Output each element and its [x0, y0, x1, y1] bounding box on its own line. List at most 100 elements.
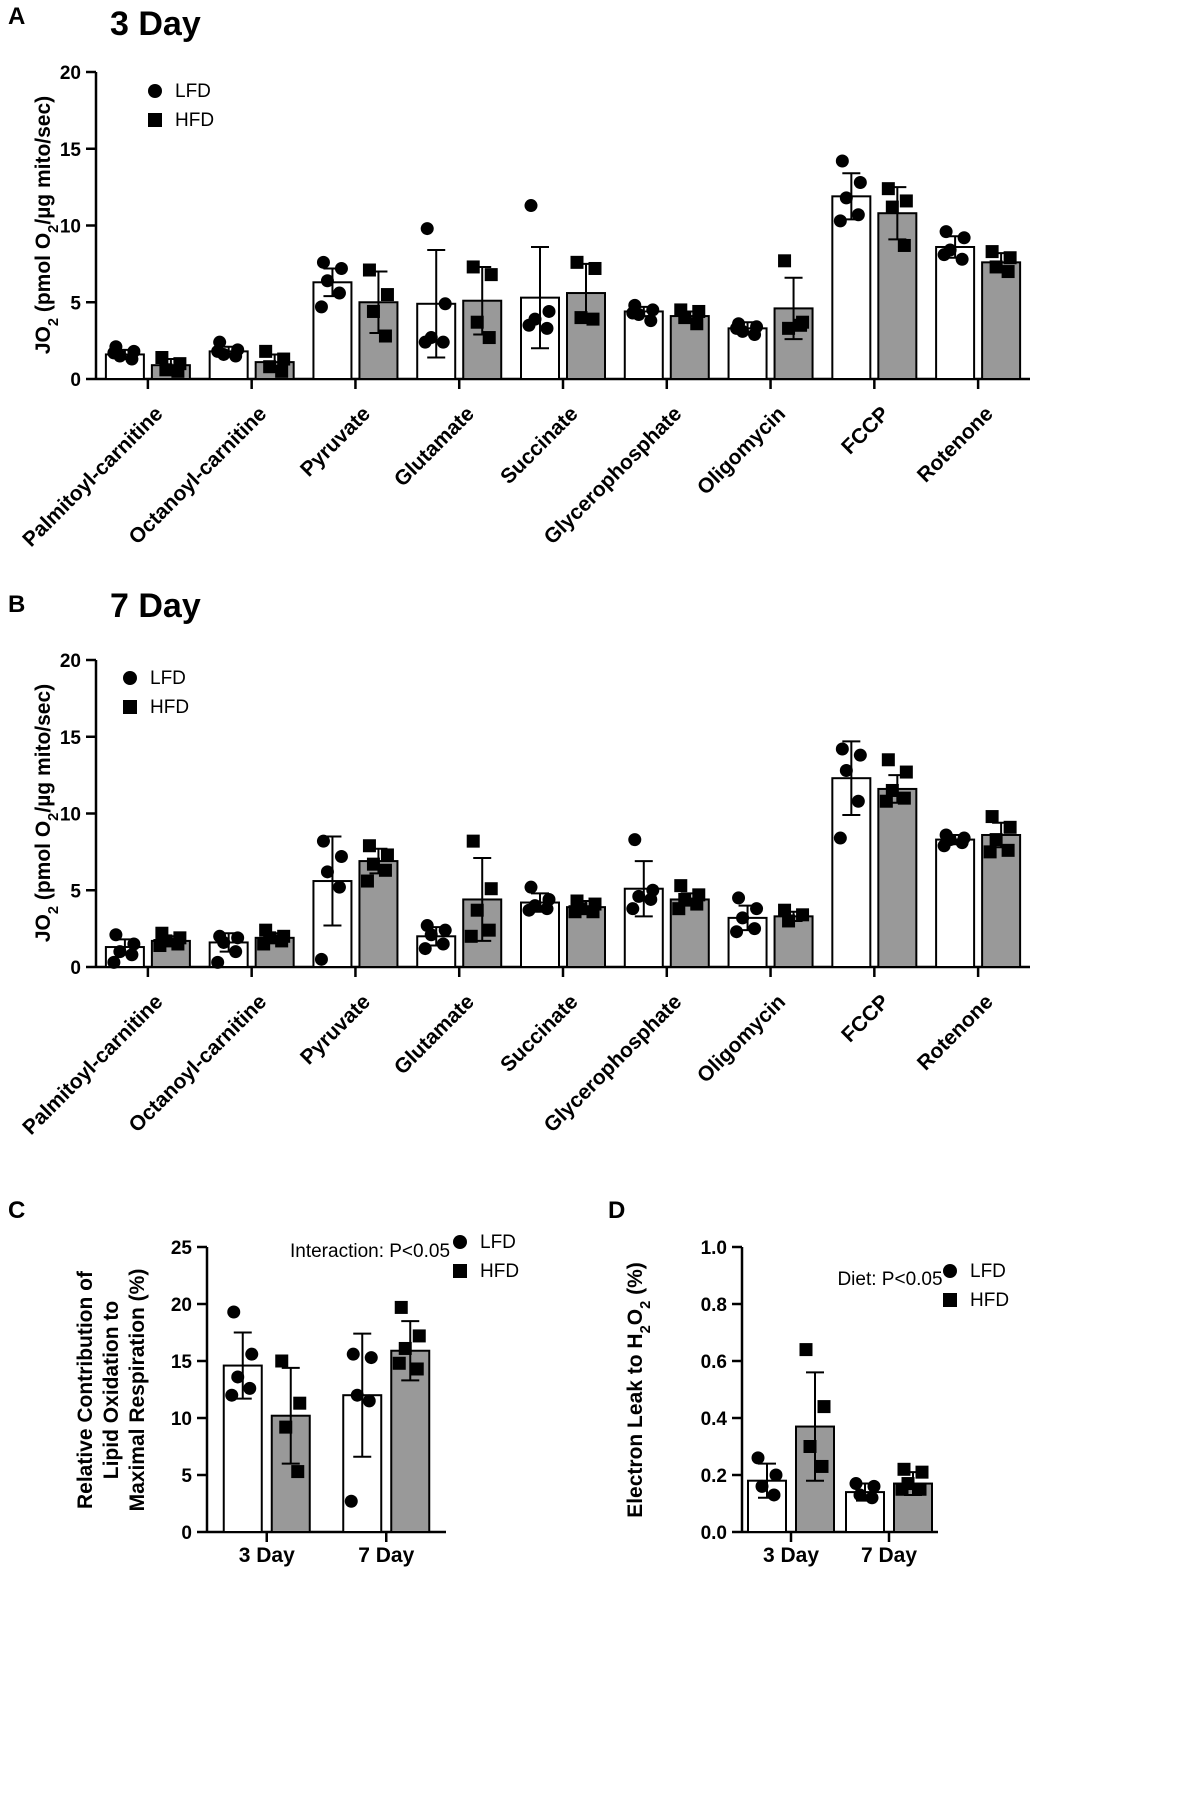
y-axis-label: JO2 (pmol O2/µg mito/sec): [32, 96, 62, 354]
data-point-hfd: [171, 364, 185, 378]
data-point-hfd: [885, 783, 899, 797]
data-point-lfd: [364, 1351, 378, 1365]
data-point-lfd: [955, 252, 969, 266]
y-tick-label: 0: [181, 1523, 192, 1544]
data-point-lfd: [540, 902, 554, 916]
data-point-hfd: [672, 902, 686, 916]
x-tick-label: Oligomycin: [693, 990, 790, 1087]
panel-letter: D: [608, 1197, 625, 1224]
data-point-lfd: [316, 255, 330, 269]
data-point-hfd: [398, 1341, 412, 1355]
data-point-hfd: [899, 194, 913, 208]
y-axis-label: Electron Leak to H2O2 (%): [624, 1262, 654, 1518]
data-point-lfd: [362, 1394, 376, 1408]
data-point-lfd: [211, 344, 225, 358]
y-tick-label: 1.0: [701, 1238, 727, 1259]
data-point-lfd: [314, 952, 328, 966]
bar-hfd: [358, 860, 399, 969]
significance-annotation: Diet: P<0.05: [837, 1269, 942, 1290]
data-point-lfd: [646, 303, 660, 317]
data-point-lfd: [955, 836, 969, 850]
data-point-lfd: [320, 865, 334, 879]
data-point-lfd: [320, 274, 334, 288]
x-tick-label: Glutamate: [390, 990, 479, 1079]
data-point-hfd: [895, 1482, 909, 1496]
data-point-hfd: [482, 331, 496, 345]
data-point-hfd: [293, 1396, 307, 1410]
data-point-hfd: [275, 364, 289, 378]
data-point-lfd: [730, 321, 744, 335]
data-point-hfd: [782, 321, 796, 335]
x-tick-label: 3 Day: [763, 1544, 819, 1567]
data-point-lfd: [231, 1370, 245, 1384]
data-point-hfd: [394, 1300, 408, 1314]
data-point-hfd: [275, 1354, 289, 1368]
data-point-lfd: [767, 1488, 781, 1502]
data-point-lfd: [755, 1479, 769, 1493]
data-point-lfd: [750, 902, 764, 916]
data-point-hfd: [570, 255, 584, 269]
data-point-lfd: [839, 764, 853, 778]
data-point-lfd: [524, 880, 538, 894]
data-point-lfd: [107, 955, 121, 969]
y-tick-label: 0.6: [701, 1352, 727, 1373]
legend-marker-hfd: [123, 700, 137, 714]
bar-lfd: [623, 310, 664, 380]
data-point-hfd: [799, 1343, 813, 1357]
data-point-hfd: [153, 939, 167, 953]
data-point-lfd: [748, 922, 762, 936]
y-tick-label: 10: [60, 805, 81, 826]
x-tick-label: Glutamate: [390, 402, 479, 491]
data-point-hfd: [279, 1420, 293, 1434]
data-point-hfd: [782, 914, 796, 928]
bar-hfd: [981, 261, 1022, 380]
data-point-lfd: [644, 892, 658, 906]
data-point-hfd: [366, 857, 380, 871]
legend-label: HFD: [150, 697, 189, 718]
data-point-lfd: [346, 1347, 360, 1361]
legend-marker-lfd: [943, 1264, 957, 1278]
data-point-lfd: [350, 1388, 364, 1402]
data-point-lfd: [418, 942, 432, 956]
legend-label: HFD: [175, 110, 214, 131]
data-point-lfd: [628, 833, 642, 847]
data-point-lfd: [839, 191, 853, 205]
y-tick-label: 0.0: [701, 1523, 727, 1544]
y-tick-label: 15: [60, 140, 82, 161]
legend-marker-hfd: [453, 1264, 467, 1278]
data-point-lfd: [314, 300, 328, 314]
data-point-lfd: [632, 889, 646, 903]
data-point-hfd: [586, 312, 600, 326]
data-point-lfd: [867, 1479, 881, 1493]
data-point-lfd: [229, 349, 243, 363]
y-tick-label: 20: [171, 1295, 192, 1316]
data-point-lfd: [939, 225, 953, 239]
y-axis-label: JO2 (pmol O2/µg mito/sec): [32, 684, 62, 942]
y-tick-label: 0.4: [701, 1409, 728, 1430]
data-point-hfd: [259, 344, 273, 358]
data-point-lfd: [522, 903, 536, 917]
data-point-lfd: [125, 352, 139, 366]
data-point-hfd: [690, 317, 704, 331]
data-point-hfd: [678, 311, 692, 325]
bar-hfd: [877, 787, 918, 968]
data-point-lfd: [865, 1491, 879, 1505]
data-point-lfd: [127, 937, 141, 951]
data-point-lfd: [751, 1451, 765, 1465]
panel-letter: A: [8, 3, 25, 30]
data-point-hfd: [155, 351, 169, 365]
data-point-lfd: [420, 222, 434, 236]
data-point-hfd: [291, 1465, 305, 1479]
data-point-lfd: [344, 1494, 358, 1508]
y-axis-label-line: Lipid Oxidation to: [100, 1301, 123, 1479]
data-point-hfd: [885, 200, 899, 214]
data-point-hfd: [275, 934, 289, 948]
data-point-hfd: [484, 882, 498, 896]
data-point-lfd: [835, 742, 849, 756]
data-point-lfd: [334, 261, 348, 275]
data-point-lfd: [849, 1477, 863, 1491]
data-point-lfd: [626, 902, 640, 916]
x-tick-label: Succinate: [496, 990, 582, 1076]
data-point-lfd: [522, 318, 536, 332]
data-point-hfd: [985, 245, 999, 259]
